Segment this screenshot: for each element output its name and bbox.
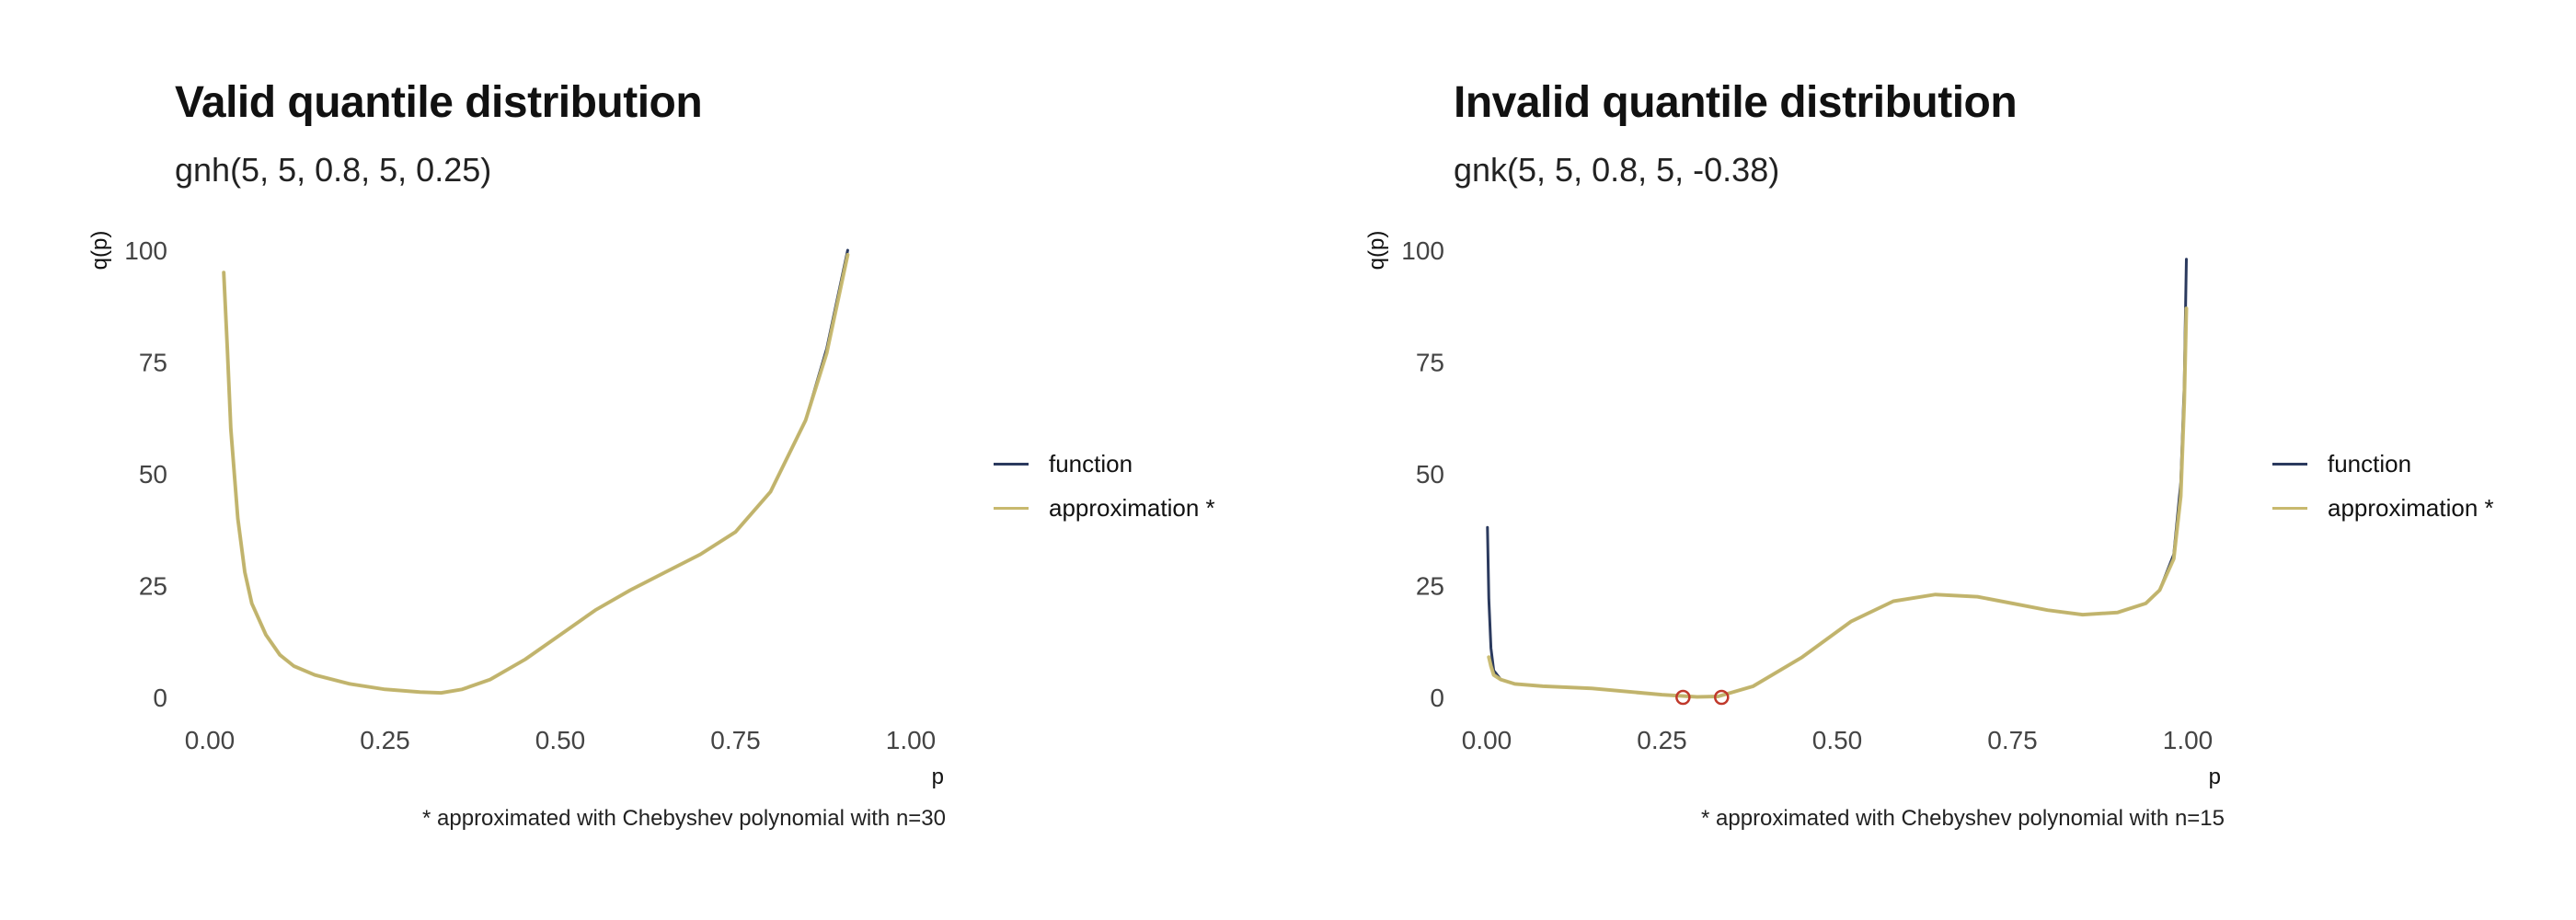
y-tick-label: 50 xyxy=(139,460,167,489)
x-tick-label: 0.50 xyxy=(535,726,586,754)
series-line-approximation xyxy=(1487,306,2189,699)
chart-plot: 0 25 50 75 100 0.00 0.25 0.50 0.75 1.00 p q(p) xyxy=(87,231,944,789)
y-tick-label: 75 xyxy=(1416,349,1444,377)
x-tick-label: 0.25 xyxy=(360,726,410,754)
invalid-point-marker xyxy=(1675,689,1691,706)
chart-subtitle: gnk(5, 5, 0.8, 5, -0.38) xyxy=(1454,151,1780,189)
chart-caption: * approximated with Chebyshev polynomial… xyxy=(422,806,946,831)
chart-panel-valid: Valid quantile distribution gnh(5, 5, 0.… xyxy=(87,78,1215,831)
x-tick-label: 0.75 xyxy=(1987,726,2038,754)
x-tick-label: 0.00 xyxy=(185,726,236,754)
x-tick-label: 0.25 xyxy=(1637,726,1687,754)
legend-label-approximation: approximation * xyxy=(2328,493,2494,522)
y-tick-label: 0 xyxy=(1430,684,1444,712)
y-tick-label: 75 xyxy=(139,349,167,377)
legend-key-function xyxy=(2272,462,2307,466)
legend-item-approximation: approximation * xyxy=(2272,486,2494,530)
y-tick-label: 50 xyxy=(1416,460,1444,489)
x-tick-label: 1.00 xyxy=(2163,726,2214,754)
series-line-approximation xyxy=(222,252,850,696)
x-tick-label: 0.50 xyxy=(1812,726,1863,754)
chart-plot: 0 25 50 75 100 0.00 0.25 0.50 0.75 1.00 p q(p) xyxy=(1364,231,2221,789)
series-line-function xyxy=(222,248,849,695)
legend: function approximation * xyxy=(994,442,1215,530)
invalid-point-marker xyxy=(1714,689,1730,706)
x-tick-label: 1.00 xyxy=(886,726,937,754)
y-tick-label: 25 xyxy=(1416,572,1444,601)
legend-label-approximation: approximation * xyxy=(1049,493,1215,522)
legend-label-function: function xyxy=(2328,449,2412,477)
y-tick-label: 100 xyxy=(124,236,167,265)
x-axis-title: p xyxy=(2209,765,2221,789)
y-tick-label: 25 xyxy=(139,572,167,601)
x-tick-label: 0.00 xyxy=(1462,726,1512,754)
legend-key-approximation xyxy=(2272,506,2307,510)
legend-item-approximation: approximation * xyxy=(994,486,1215,530)
chart-title: Invalid quantile distribution xyxy=(1454,78,2018,127)
chart-caption: * approximated with Chebyshev polynomial… xyxy=(1701,806,2225,831)
y-tick-label: 100 xyxy=(1401,236,1444,265)
chart-panel-invalid: Invalid quantile distribution gnk(5, 5, … xyxy=(1288,0,2576,920)
legend-item-function: function xyxy=(994,442,1215,486)
chart-title: Valid quantile distribution xyxy=(175,78,703,127)
legend-label-function: function xyxy=(1049,449,1133,477)
legend: function approximation * xyxy=(2272,442,2494,530)
x-axis-title: p xyxy=(932,765,944,789)
y-axis-title: q(p) xyxy=(87,231,112,270)
legend-key-function xyxy=(994,462,1029,466)
y-axis-title: q(p) xyxy=(1364,231,1389,270)
legend-item-function: function xyxy=(2272,442,2494,486)
y-tick-label: 0 xyxy=(153,684,167,712)
legend-key-approximation xyxy=(994,506,1029,510)
chart-subtitle: gnh(5, 5, 0.8, 5, 0.25) xyxy=(175,151,492,189)
x-tick-label: 0.75 xyxy=(710,726,761,754)
